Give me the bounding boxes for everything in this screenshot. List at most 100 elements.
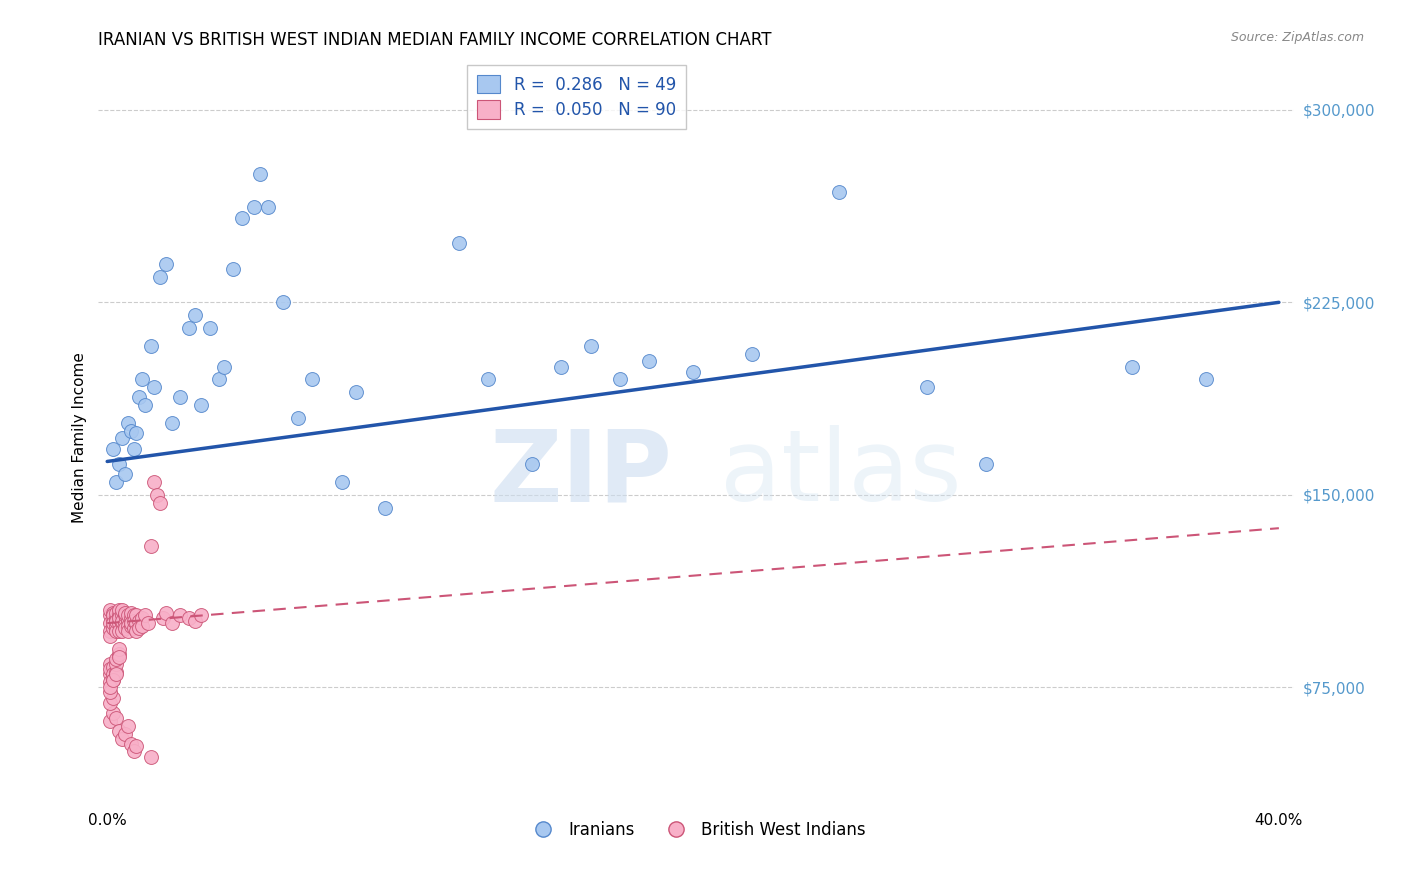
Point (98, 696, 121, 710)
Text: Source: ZipAtlas.com: Source: ZipAtlas.com (1230, 31, 1364, 45)
Point (141, 749, 163, 764)
Point (242, 200, 264, 214)
Point (155, 606, 177, 620)
Point (98, 629, 121, 643)
Point (1195, 372, 1218, 386)
Point (105, 618, 127, 632)
Point (114, 621, 136, 635)
Point (101, 673, 124, 687)
Point (108, 641, 131, 656)
Point (257, 200, 280, 214)
Point (101, 621, 124, 635)
Point (101, 608, 124, 623)
Point (120, 618, 142, 632)
Point (330, 475, 353, 489)
Point (184, 614, 207, 628)
Text: IRANIAN VS BRITISH WEST INDIAN MEDIAN FAMILY INCOME CORRELATION CHART: IRANIAN VS BRITISH WEST INDIAN MEDIAN FA… (98, 31, 772, 49)
Point (190, 398, 212, 412)
Point (120, 424, 142, 438)
Point (98, 667, 121, 681)
Point (101, 606, 124, 620)
Point (105, 611, 127, 625)
Point (101, 706, 124, 720)
Point (169, 608, 191, 623)
Point (143, 380, 166, 394)
Point (114, 726, 136, 740)
Point (105, 606, 127, 620)
Point (231, 211, 253, 225)
Point (111, 608, 134, 623)
Point (114, 608, 136, 623)
Point (120, 611, 142, 625)
Point (682, 365, 704, 379)
Point (108, 649, 131, 664)
Point (131, 618, 153, 632)
Point (579, 339, 602, 353)
Point (136, 616, 159, 631)
Point (155, 257, 177, 271)
Point (149, 495, 172, 509)
Point (249, 167, 271, 181)
Point (122, 614, 145, 628)
Point (214, 359, 236, 374)
Point (609, 372, 631, 386)
Point (190, 608, 212, 623)
Point (105, 667, 127, 681)
Point (447, 236, 470, 251)
Point (141, 339, 163, 353)
Point (98, 616, 121, 631)
Point (108, 603, 131, 617)
Point (117, 608, 139, 623)
Point (101, 667, 124, 681)
Point (117, 719, 139, 733)
Point (169, 390, 191, 404)
Point (105, 665, 127, 679)
Point (128, 614, 150, 628)
Point (125, 608, 148, 623)
Point (111, 624, 134, 638)
Point (149, 269, 172, 284)
Point (917, 380, 939, 394)
Point (98, 714, 121, 728)
Point (120, 616, 142, 631)
Point (198, 321, 221, 335)
Point (117, 614, 139, 628)
Point (105, 711, 127, 725)
Point (108, 723, 131, 738)
Point (477, 372, 499, 386)
Point (131, 372, 153, 386)
Point (179, 321, 201, 335)
Point (98, 608, 121, 623)
Point (98, 681, 121, 695)
Point (828, 185, 851, 199)
Point (741, 346, 763, 360)
Point (974, 457, 997, 471)
Point (98, 603, 121, 617)
Point (98, 685, 121, 699)
Point (125, 616, 148, 631)
Point (160, 416, 183, 430)
Point (131, 611, 153, 625)
Point (374, 500, 396, 515)
Point (520, 457, 543, 471)
Point (1121, 359, 1143, 374)
Text: atlas: atlas (720, 425, 962, 522)
Point (101, 442, 124, 456)
Point (108, 624, 131, 638)
Point (125, 739, 148, 754)
Y-axis label: Median Family Income: Median Family Income (72, 351, 87, 523)
Point (122, 621, 145, 635)
Point (550, 359, 572, 374)
Point (101, 673, 124, 687)
Point (108, 611, 131, 625)
Point (120, 737, 142, 751)
Point (160, 616, 183, 631)
Point (638, 354, 661, 368)
Point (117, 416, 139, 430)
Point (143, 475, 166, 489)
Point (101, 660, 124, 674)
Point (114, 616, 136, 631)
Point (114, 606, 136, 620)
Point (111, 616, 134, 631)
Point (120, 606, 142, 620)
